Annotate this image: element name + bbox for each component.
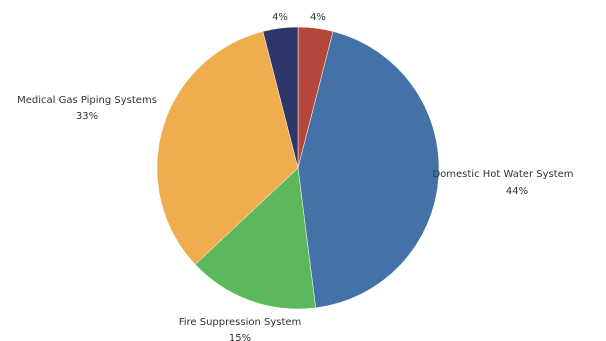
slice-value-label-2: 15% xyxy=(229,333,251,341)
slice-label-2: Fire Suppression System xyxy=(179,317,302,328)
slice-label-1: Domestic Hot Water System xyxy=(432,169,573,180)
slice-value-label-0: 4% xyxy=(310,12,326,23)
pie-slice-1 xyxy=(297,31,440,309)
slice-value-label-3: 33% xyxy=(76,111,98,122)
slice-value-label-4: 4% xyxy=(272,12,288,23)
pie-slices xyxy=(156,26,440,310)
pie-slice-4 xyxy=(262,26,299,169)
slice-label-3: Medical Gas Piping Systems xyxy=(17,95,157,106)
pie-slice-3 xyxy=(156,31,299,265)
pie-slice-2 xyxy=(194,167,316,310)
pie-labels: 4% Domestic Hot Water System 44% Fire Suppr… xyxy=(17,12,573,341)
slice-value-label-1: 44% xyxy=(506,186,528,197)
